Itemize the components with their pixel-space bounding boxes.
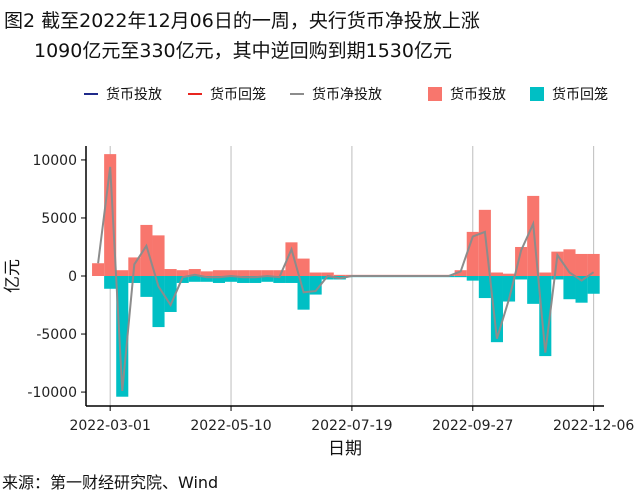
- bar-withdrawal: [515, 276, 528, 280]
- bar-injection: [176, 270, 189, 276]
- bar-withdrawal: [273, 276, 286, 283]
- bar-withdrawal: [140, 276, 153, 297]
- bar-injection: [140, 224, 153, 276]
- legend-item-withdrawal-line: 货币回笼: [188, 84, 266, 104]
- bar-injection: [200, 271, 213, 276]
- bar-withdrawal: [237, 276, 250, 283]
- bar-withdrawal: [104, 276, 117, 289]
- bar-injection: [309, 272, 322, 276]
- bar-injection: [333, 274, 346, 276]
- bar-injection: [515, 246, 528, 276]
- bar-withdrawal: [249, 276, 262, 283]
- y-tick-label: 0: [68, 269, 77, 285]
- x-axis-title: 日期: [328, 439, 362, 459]
- y-tick-label: -5000: [36, 327, 77, 343]
- y-tick-label: 5000: [41, 211, 77, 227]
- legend-item-withdrawal-bar: 货币回笼: [530, 84, 608, 104]
- legend-swatch-injection-bar: [428, 87, 442, 101]
- bar-withdrawal: [478, 276, 491, 299]
- chart-title-line1: 图2 截至2022年12月06日的一周，央行货币净投放上涨: [4, 10, 480, 32]
- bar-withdrawal: [285, 276, 298, 283]
- chart-title-line2: 1090亿元至330亿元，其中逆回购到期1530亿元: [34, 40, 452, 62]
- bar-injection: [285, 242, 298, 276]
- bar-injection: [490, 272, 503, 276]
- bar-withdrawal: [575, 276, 588, 303]
- bar-withdrawal: [152, 276, 165, 328]
- source-note: 来源：第一财经研究院、Wind: [2, 473, 219, 492]
- bar-withdrawal: [587, 276, 600, 294]
- legend-swatch-net-line: [290, 93, 304, 95]
- bar-withdrawal: [261, 276, 274, 282]
- bar-injection: [539, 272, 552, 276]
- bar-injection: [164, 269, 177, 276]
- legend-item-net-line: 货币净投放: [290, 84, 382, 104]
- x-tick-label: 2022-07-19: [311, 418, 392, 434]
- chart-legend: 货币投放 货币回笼 货币净投放 货币投放 货币回笼: [84, 84, 624, 104]
- bar-withdrawal: [212, 276, 225, 283]
- bar-withdrawal: [321, 276, 334, 280]
- bar-injection: [502, 273, 516, 276]
- bar-injection: [587, 253, 600, 276]
- bar-injection: [249, 270, 262, 276]
- legend-swatch-withdrawal-line: [188, 93, 202, 95]
- x-tick-label: 2022-09-27: [432, 418, 513, 434]
- bar-injection: [116, 270, 129, 276]
- bar-withdrawal: [527, 276, 540, 304]
- bar-withdrawal: [309, 276, 322, 295]
- legend-label: 货币回笼: [210, 87, 266, 103]
- bar-injection: [212, 270, 225, 276]
- bar-injection: [188, 269, 201, 276]
- bar-withdrawal: [224, 276, 238, 282]
- bar-injection: [321, 272, 334, 276]
- bar-injection: [297, 258, 310, 276]
- legend-swatch-injection-line: [84, 93, 98, 95]
- legend-label: 货币投放: [106, 87, 162, 103]
- y-axis-title: 亿元: [3, 259, 23, 293]
- y-tick-label: 10000: [32, 153, 77, 169]
- bar-withdrawal: [188, 276, 201, 282]
- y-tick-label: -10000: [27, 385, 77, 401]
- bar-withdrawal: [551, 276, 564, 280]
- bar-withdrawal: [128, 276, 141, 283]
- bar-withdrawal: [164, 276, 177, 312]
- bar-withdrawal: [502, 276, 516, 302]
- bar-withdrawal: [200, 276, 213, 282]
- legend-label: 货币回笼: [552, 87, 608, 103]
- bar-injection: [273, 270, 286, 276]
- bar-injection: [575, 253, 588, 276]
- bar-injection: [224, 270, 238, 276]
- legend-swatch-withdrawal-bar: [530, 87, 544, 101]
- legend-label: 货币投放: [450, 87, 506, 103]
- bar-withdrawal: [563, 276, 576, 300]
- legend-item-injection-bar: 货币投放: [428, 84, 506, 104]
- bar-injection: [454, 270, 467, 276]
- bar-injection: [237, 270, 250, 276]
- legend-label: 货币净投放: [312, 87, 382, 103]
- net-injection-line: [97, 166, 595, 391]
- x-tick-label: 2022-12-06: [553, 418, 634, 434]
- bar-injection: [92, 263, 105, 276]
- bar-withdrawal: [466, 276, 479, 281]
- legend-item-injection-line: 货币投放: [84, 84, 162, 104]
- bar-injection: [152, 235, 165, 276]
- x-tick-label: 2022-05-10: [190, 418, 271, 434]
- x-tick-label: 2022-03-01: [69, 418, 150, 434]
- bar-injection: [261, 270, 274, 276]
- bar-withdrawal: [454, 276, 467, 278]
